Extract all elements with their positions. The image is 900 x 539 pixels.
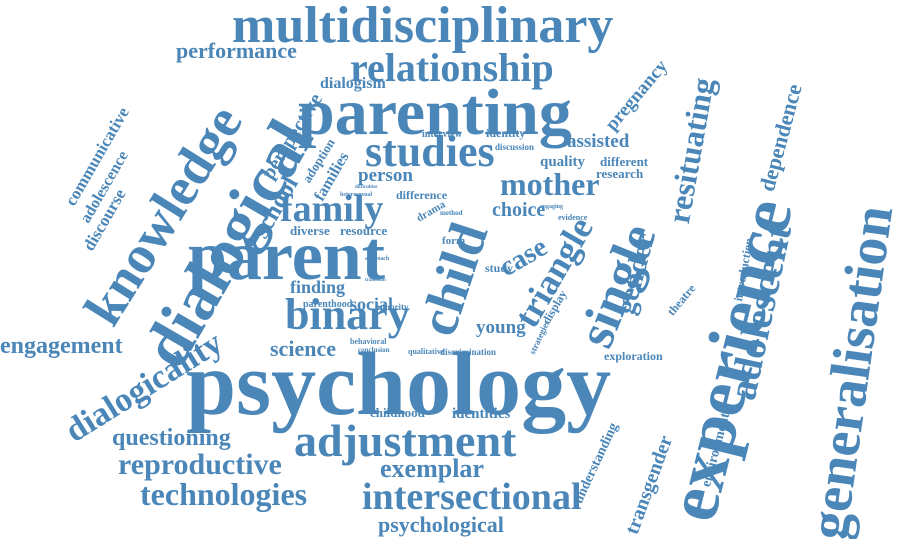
word-identities: identities <box>452 406 511 422</box>
word-performance: performance <box>176 38 297 63</box>
word-resource: resource <box>340 223 388 238</box>
word-person: person <box>358 165 413 186</box>
word-studies: studies <box>365 127 495 176</box>
word-transition: transition <box>365 278 386 283</box>
word-discussion: discussion <box>495 142 535 152</box>
word-research: research <box>596 166 644 181</box>
word-psychology: psychology <box>186 335 612 434</box>
word-heterosexual: heterosexual <box>340 192 373 198</box>
word-diverse: diverse <box>290 223 330 238</box>
word-science: science <box>270 336 336 361</box>
word-adjustment: adjustment <box>294 415 517 466</box>
word-theatre: theatre <box>664 281 699 319</box>
word-exemplar: exemplar <box>380 454 484 483</box>
word-intersectional: intersectional <box>362 476 582 518</box>
word-discrimination: discrimination <box>440 347 497 357</box>
word-resituating: resituating <box>660 74 722 226</box>
word-questioning: questioning <box>112 425 231 451</box>
word-psychological: psychological <box>378 512 504 537</box>
word-conclusion: conclusion <box>358 346 390 354</box>
word-binary: binary <box>285 290 410 339</box>
word-quality: quality <box>540 154 586 170</box>
word-engagement: engagement <box>0 333 123 359</box>
word-minority: minority <box>375 302 409 312</box>
word-multidisciplinary: multidisciplinary <box>232 0 614 54</box>
word-method: method <box>440 209 463 217</box>
word-assisted: assisted <box>567 131 630 152</box>
word-generalisation: generalisation <box>797 201 900 539</box>
word-young: young <box>476 317 526 338</box>
word-parenthood: parenthood <box>303 299 353 310</box>
word-different: different <box>600 154 649 169</box>
word-study: study <box>485 261 514 275</box>
word-difference: difference <box>396 188 448 202</box>
word-pregnancy: pregnancy <box>601 56 673 135</box>
word-family: family <box>280 188 384 230</box>
word-qualitative: qualitative <box>408 347 445 356</box>
word-interview: interview <box>422 129 462 140</box>
word-childhood: childhood <box>370 405 425 420</box>
word-reproductive: reproductive <box>118 448 282 481</box>
word-dialogism: dialogism <box>320 75 386 92</box>
word-technologies: technologies <box>140 476 308 512</box>
word-evidence: evidence <box>558 213 588 222</box>
word-exploration: exploration <box>604 349 663 363</box>
word-engaging: engaging <box>540 204 564 210</box>
word-form: form <box>442 235 466 247</box>
word-relationship: relationship <box>350 45 554 90</box>
word-parenting: parenting <box>298 76 572 149</box>
word-mother: mother <box>500 166 600 202</box>
word-choice: choice <box>492 199 546 221</box>
word-approach: approach <box>365 256 390 262</box>
word-parent: parent <box>188 218 386 295</box>
word-difficulties: difficulties <box>355 185 378 190</box>
word-dependence: dependence <box>754 81 807 194</box>
word-identity: identity <box>486 126 526 140</box>
word-social: social <box>350 294 393 314</box>
word-finding: finding <box>290 277 346 297</box>
word-behavioral: behavioral <box>350 337 387 346</box>
